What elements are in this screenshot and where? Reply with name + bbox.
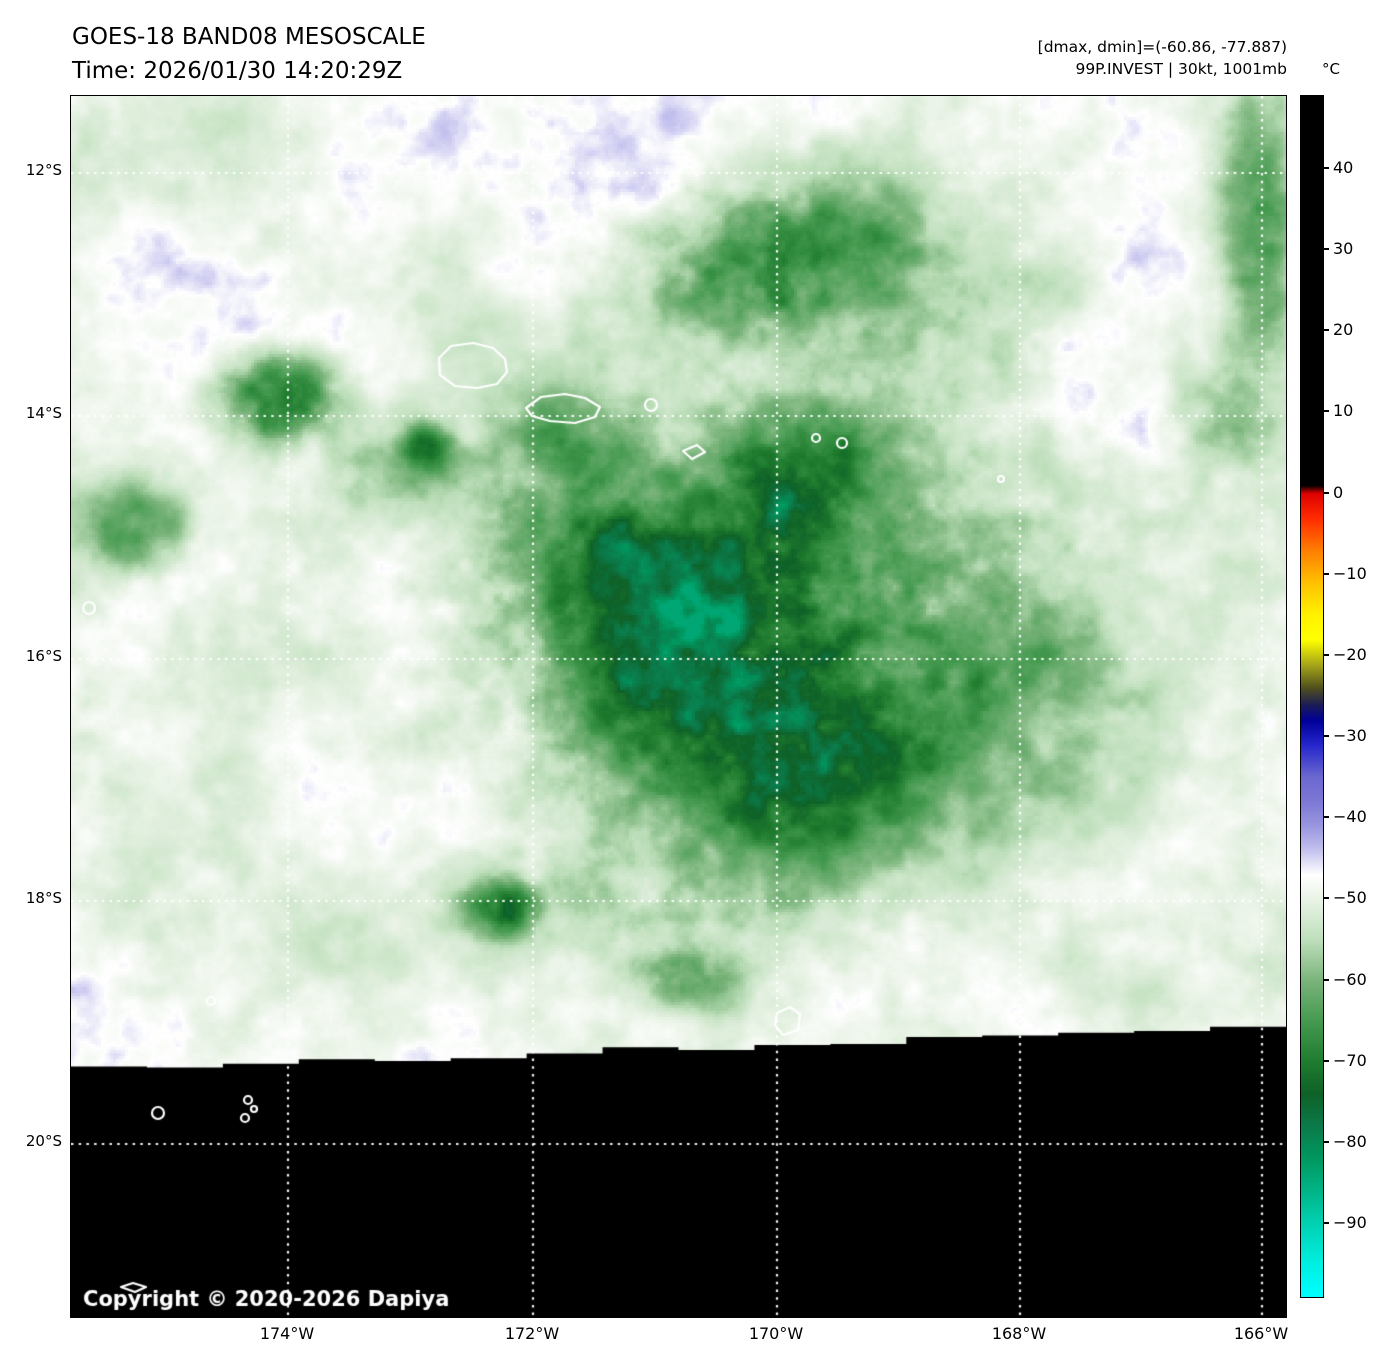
colorbar-tick-label: −40 xyxy=(1333,807,1367,827)
colorbar-tick-label: 0 xyxy=(1333,482,1344,502)
colorbar-tick-label: 10 xyxy=(1333,401,1354,421)
colorbar-tick-label: −80 xyxy=(1333,1131,1367,1151)
lon-tick-label: 174°W xyxy=(259,1324,315,1343)
colorbar-tick-mark xyxy=(1324,978,1329,981)
colorbar-tick-label: −90 xyxy=(1333,1212,1367,1232)
lon-tick-label: 170°W xyxy=(748,1324,804,1343)
colorbar-tick-label: 30 xyxy=(1333,239,1354,259)
colorbar-tick-label: −50 xyxy=(1333,888,1367,908)
plot-timestamp: Time: 2026/01/30 14:20:29Z xyxy=(72,58,403,84)
satellite-image-canvas xyxy=(71,96,1286,1317)
colorbar-tick-mark xyxy=(1324,816,1329,819)
annotation-storm-info: 99P.INVEST | 30kt, 1001mb xyxy=(1075,60,1287,78)
colorbar-unit-label: °C xyxy=(1322,60,1340,78)
colorbar-tick-label: −70 xyxy=(1333,1050,1367,1070)
colorbar xyxy=(1300,95,1324,1298)
plot-title: GOES-18 BAND08 MESOSCALE xyxy=(72,24,426,50)
colorbar-tick-mark xyxy=(1324,572,1329,575)
lon-tick-label: 166°W xyxy=(1233,1324,1289,1343)
lat-tick-label: 14°S xyxy=(25,404,62,422)
satellite-map-panel xyxy=(70,95,1287,1318)
colorbar-tick-mark xyxy=(1324,167,1329,170)
lat-tick-label: 18°S xyxy=(25,889,62,907)
lon-tick-label: 168°W xyxy=(991,1324,1047,1343)
colorbar-tick-mark xyxy=(1324,410,1329,413)
colorbar-tick-mark xyxy=(1324,735,1329,738)
lat-tick-label: 20°S xyxy=(25,1132,62,1150)
colorbar-tick-label: −10 xyxy=(1333,563,1367,583)
colorbar-tick-label: 40 xyxy=(1333,158,1354,178)
lat-tick-label: 12°S xyxy=(25,161,62,179)
colorbar-tick-mark xyxy=(1324,1140,1329,1143)
colorbar-tick-mark xyxy=(1324,1059,1329,1062)
colorbar-tick-label: −60 xyxy=(1333,969,1367,989)
colorbar-tick-mark xyxy=(1324,248,1329,251)
lon-tick-label: 172°W xyxy=(504,1324,560,1343)
annotation-block: [dmax, dmin]=(-60.86, -77.887) 99P.INVES… xyxy=(1038,36,1287,80)
colorbar-tick-label: 20 xyxy=(1333,320,1354,340)
colorbar-tick-mark xyxy=(1324,897,1329,900)
lat-tick-label: 16°S xyxy=(25,647,62,665)
colorbar-tick-label: −20 xyxy=(1333,644,1367,664)
annotation-dmax-dmin: [dmax, dmin]=(-60.86, -77.887) xyxy=(1037,38,1287,56)
colorbar-tick-mark xyxy=(1324,329,1329,332)
colorbar-tick-mark xyxy=(1324,491,1329,494)
colorbar-tick-mark xyxy=(1324,1221,1329,1224)
colorbar-tick-label: −30 xyxy=(1333,726,1367,746)
colorbar-tick-mark xyxy=(1324,653,1329,656)
